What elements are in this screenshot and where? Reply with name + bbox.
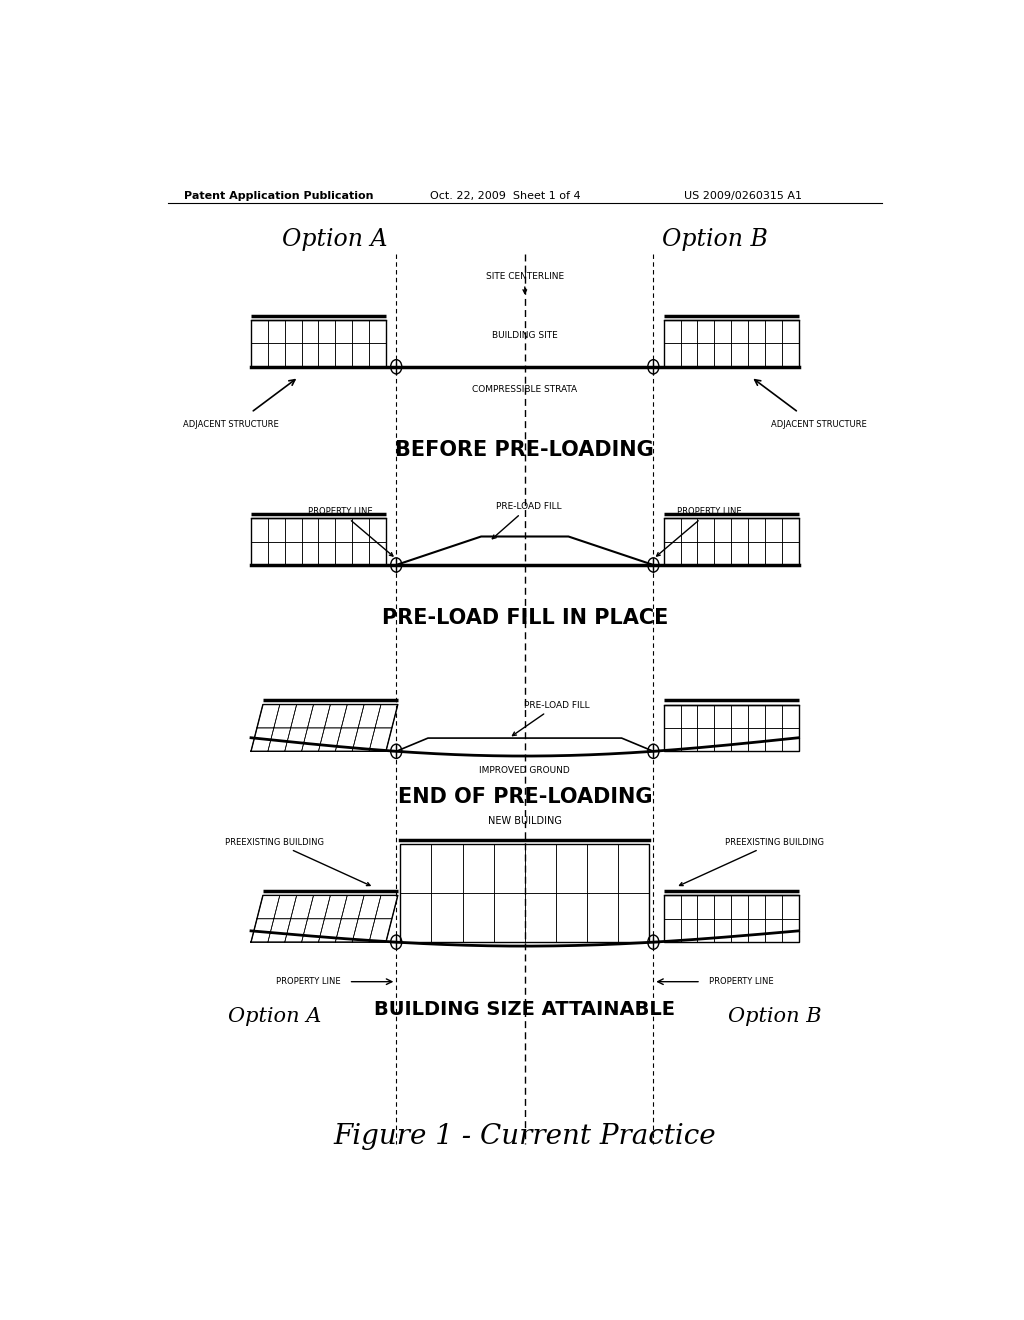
Bar <box>463 843 494 894</box>
Bar <box>251 319 386 367</box>
Text: PROPERTY LINE: PROPERTY LINE <box>308 507 393 556</box>
Text: PRE-LOAD FILL IN PLACE: PRE-LOAD FILL IN PLACE <box>382 607 668 627</box>
Bar <box>664 519 799 565</box>
Bar <box>618 843 649 894</box>
Bar <box>556 894 587 942</box>
Text: PROPERTY LINE: PROPERTY LINE <box>276 977 341 986</box>
Text: Option A: Option A <box>282 228 387 251</box>
Bar <box>618 894 649 942</box>
Text: PRE-LOAD FILL: PRE-LOAD FILL <box>493 502 561 539</box>
Bar <box>494 843 525 894</box>
Bar <box>251 519 386 565</box>
Text: BEFORE PRE-LOADING: BEFORE PRE-LOADING <box>395 440 654 459</box>
Bar <box>664 319 799 367</box>
Bar <box>400 843 649 942</box>
Text: ADJACENT STRUCTURE: ADJACENT STRUCTURE <box>183 420 280 429</box>
Text: SITE CENTERLINE: SITE CENTERLINE <box>485 272 564 293</box>
Text: ADJACENT STRUCTURE: ADJACENT STRUCTURE <box>770 420 866 429</box>
Text: IMPROVED GROUND: IMPROVED GROUND <box>479 766 570 775</box>
Text: COMPRESSIBLE STRATA: COMPRESSIBLE STRATA <box>472 385 578 395</box>
Bar <box>524 894 556 942</box>
Bar <box>463 894 494 942</box>
Text: PROPERTY LINE: PROPERTY LINE <box>709 977 773 986</box>
Text: PREEXISTING BUILDING: PREEXISTING BUILDING <box>680 838 824 886</box>
Bar <box>587 843 618 894</box>
Text: Figure 1 - Current Practice: Figure 1 - Current Practice <box>334 1123 716 1150</box>
Bar <box>431 894 463 942</box>
Bar <box>494 894 525 942</box>
Bar <box>664 895 799 942</box>
Bar <box>431 843 463 894</box>
Text: Option A: Option A <box>228 1007 322 1026</box>
Text: PRE-LOAD FILL: PRE-LOAD FILL <box>512 701 590 735</box>
Text: US 2009/0260315 A1: US 2009/0260315 A1 <box>684 191 802 201</box>
Bar <box>664 705 799 751</box>
Bar <box>556 843 587 894</box>
Text: Oct. 22, 2009  Sheet 1 of 4: Oct. 22, 2009 Sheet 1 of 4 <box>430 191 581 201</box>
Text: PROPERTY LINE: PROPERTY LINE <box>656 507 741 556</box>
Text: BUILDING SIZE ATTAINABLE: BUILDING SIZE ATTAINABLE <box>375 1001 675 1019</box>
Text: NEW BUILDING: NEW BUILDING <box>487 816 562 826</box>
Text: Option B: Option B <box>728 1007 821 1026</box>
Bar <box>400 843 431 894</box>
Text: BUILDING SITE: BUILDING SITE <box>492 331 558 339</box>
Text: Option B: Option B <box>663 228 768 251</box>
Bar <box>524 843 556 894</box>
Text: END OF PRE-LOADING: END OF PRE-LOADING <box>397 787 652 807</box>
Bar <box>587 894 618 942</box>
Text: PREEXISTING BUILDING: PREEXISTING BUILDING <box>225 838 370 886</box>
Text: Patent Application Publication: Patent Application Publication <box>183 191 373 201</box>
Bar <box>400 894 431 942</box>
